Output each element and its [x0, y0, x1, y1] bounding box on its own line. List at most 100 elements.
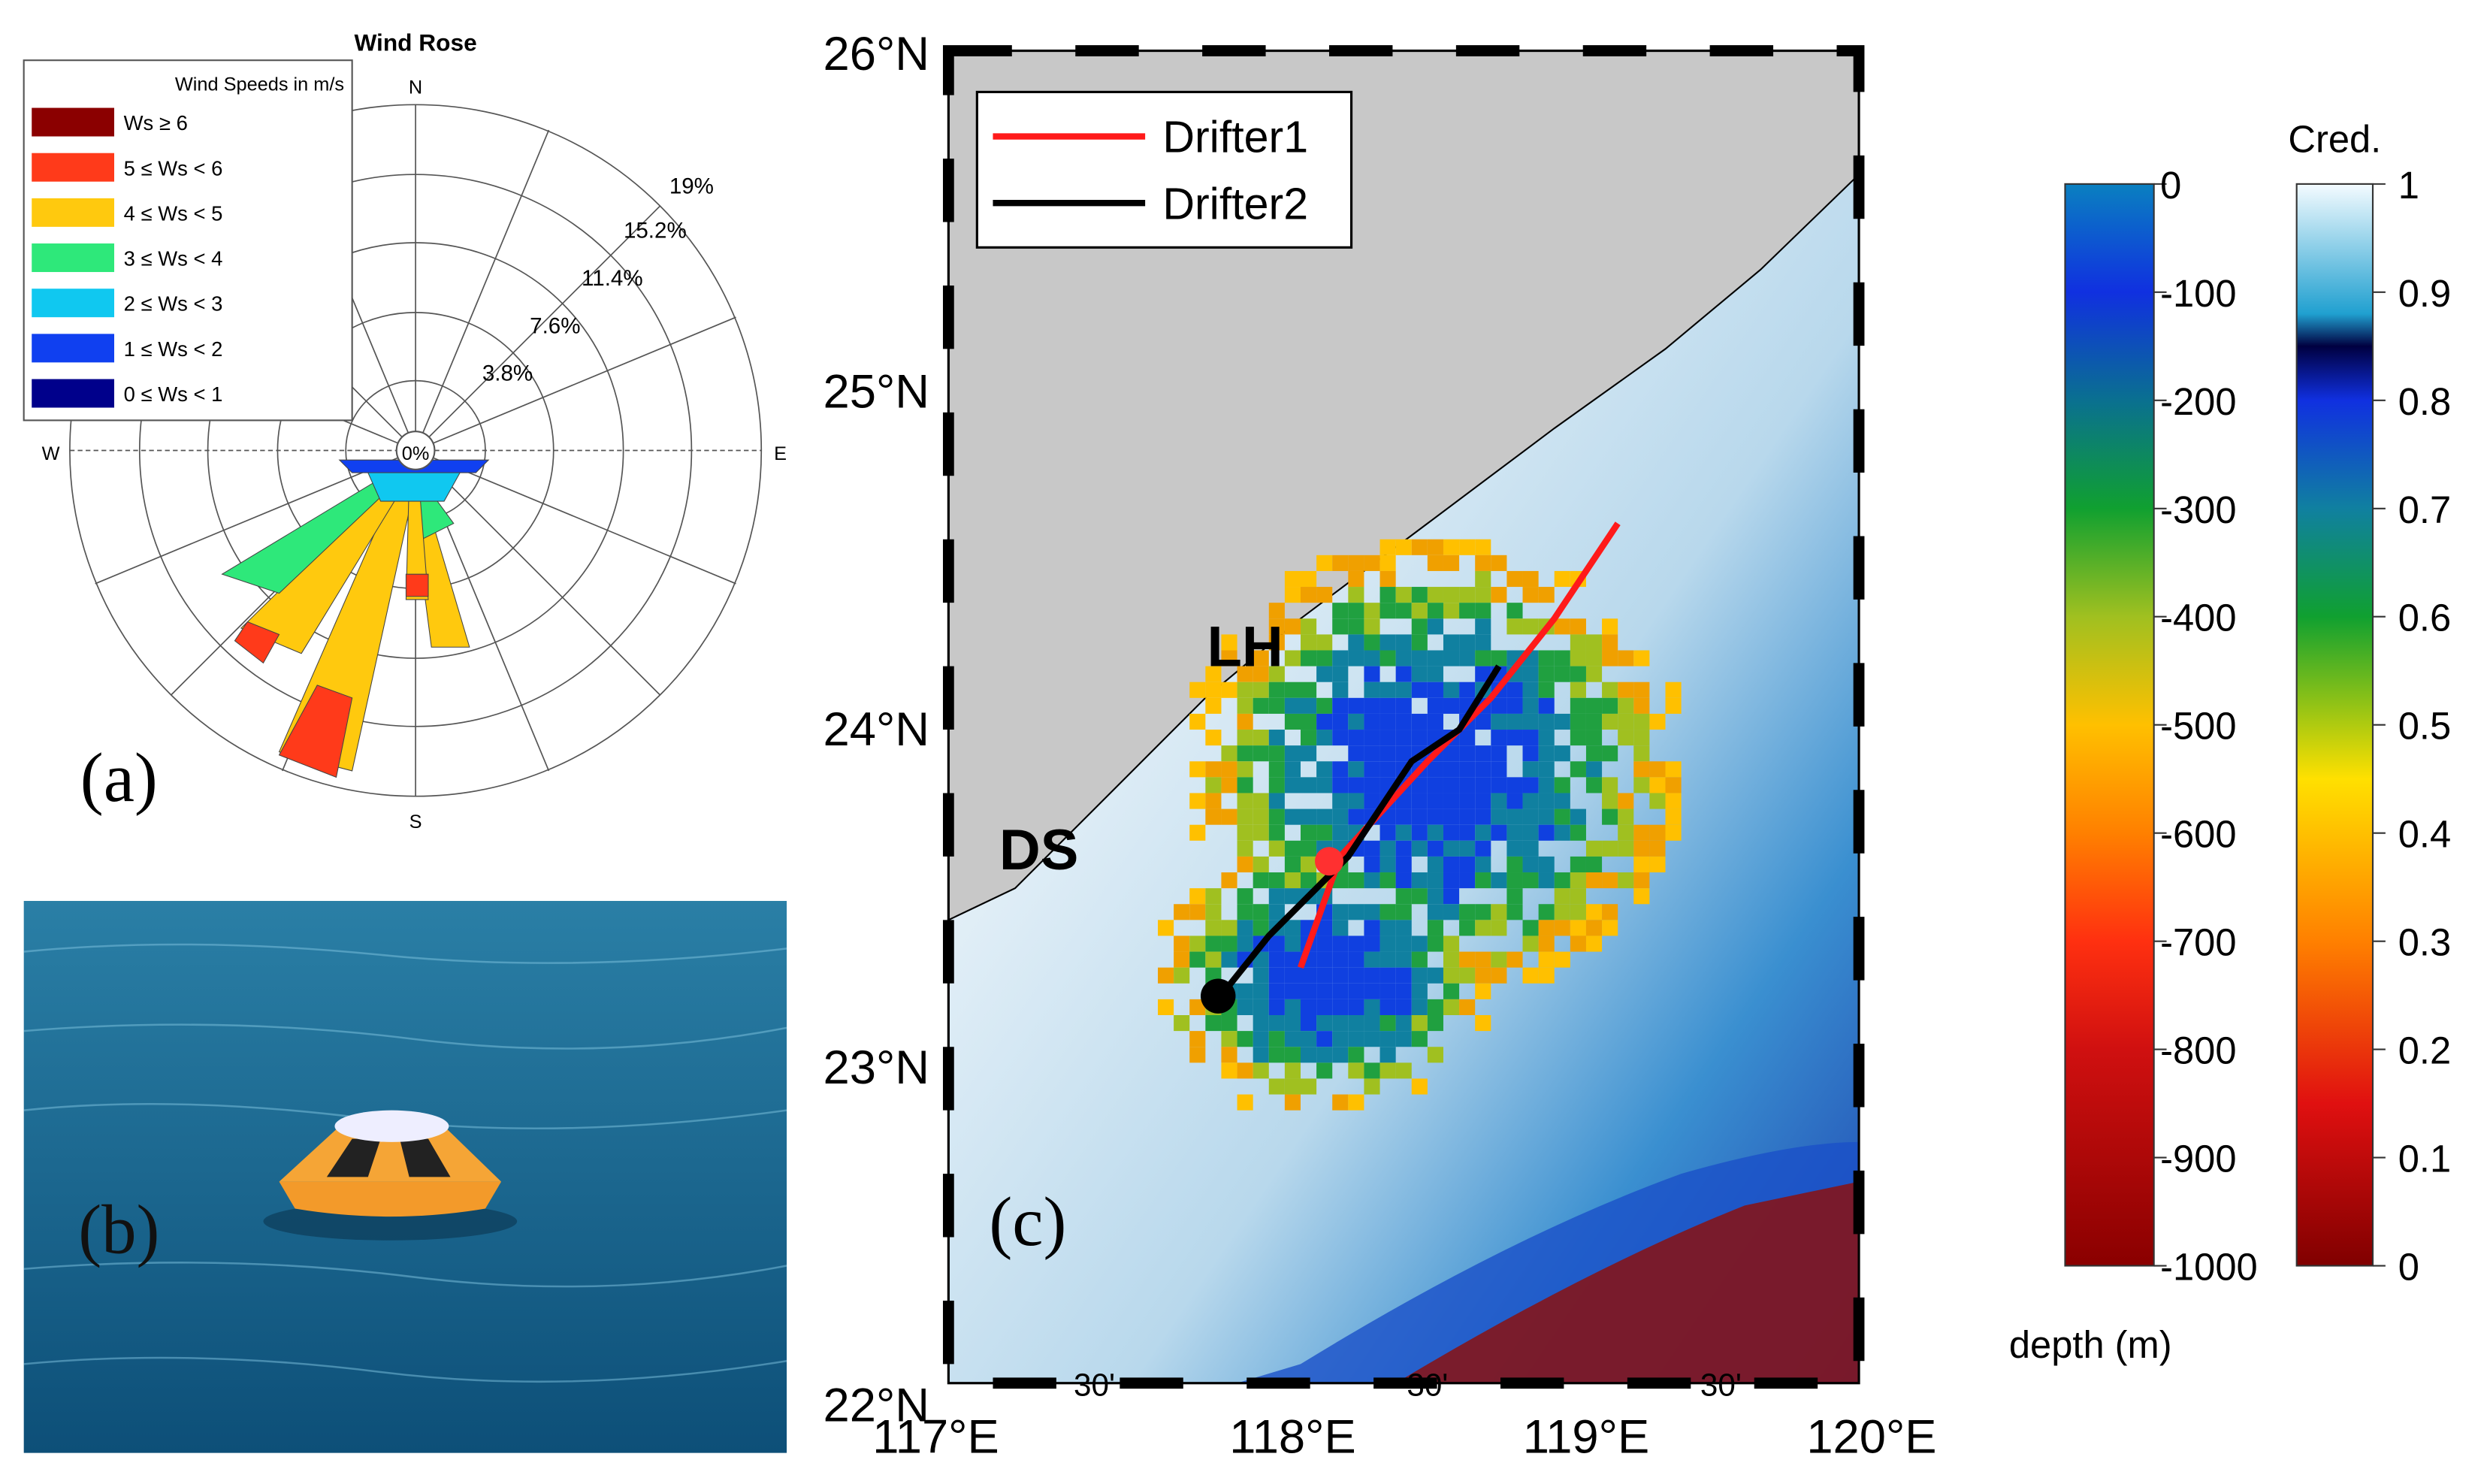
cred-cell [1491, 761, 1507, 778]
cred-cell [1459, 951, 1476, 968]
cred-cell [1284, 618, 1301, 635]
cred-cell [1665, 793, 1682, 809]
cred-cell [1379, 999, 1396, 1016]
cred-cell [1475, 808, 1491, 825]
cred-cell [1189, 682, 1206, 698]
cred-cell [1506, 713, 1523, 730]
cred-cell [1253, 1047, 1269, 1063]
cred-cell [1522, 967, 1539, 984]
cred-cell [1411, 793, 1428, 809]
cred-cell [1633, 697, 1650, 714]
cred-cell [1491, 713, 1507, 730]
cred-cell [1633, 777, 1650, 793]
cred-cell [1364, 666, 1380, 682]
cred-cell [1585, 840, 1603, 857]
lat-label: 24°N [823, 703, 929, 756]
cred-cell [1506, 618, 1523, 635]
cred-cell [1174, 904, 1190, 920]
rose-center-label: 0% [402, 443, 430, 464]
cred-cell [1379, 856, 1396, 873]
cred-cell [1189, 824, 1206, 841]
panel-c: (c) [989, 1183, 1066, 1261]
cred-cell [1443, 761, 1460, 778]
cred-cell [1205, 1015, 1222, 1032]
cred-cell [1602, 650, 1618, 666]
cred-cell [1379, 904, 1396, 920]
cred-cell [1316, 920, 1333, 936]
cred-cell [1300, 967, 1317, 984]
cred-cell [1633, 856, 1650, 873]
cred-cell [1649, 713, 1666, 730]
cred-cell [1268, 682, 1285, 698]
cred-cell [1475, 824, 1491, 841]
cred-cell [1554, 777, 1570, 793]
cred-cell [1427, 761, 1443, 778]
cred-cell [1538, 856, 1555, 873]
cred-cell [1443, 587, 1460, 603]
cred-cell [1395, 824, 1412, 841]
cred-cell [1253, 920, 1269, 936]
colorbar-tick-label: -900 [2160, 1138, 2236, 1180]
cred-cell [1237, 777, 1253, 793]
cred-cell [1237, 1062, 1253, 1079]
cred-cell [1491, 808, 1507, 825]
cred-cell [1379, 872, 1396, 889]
cred-cell [1253, 1062, 1269, 1079]
cred-cell [1427, 1047, 1443, 1063]
cred-cell [1237, 983, 1253, 999]
cred-cell [1443, 697, 1460, 714]
cred-cell [1459, 920, 1476, 936]
cred-cell [1585, 777, 1603, 793]
cred-cell [1427, 856, 1443, 873]
cred-cell [1189, 793, 1206, 809]
cred-cell [1395, 920, 1412, 936]
cred-cell [1538, 713, 1555, 730]
cred-cell [1570, 682, 1586, 698]
cred-cell [1364, 777, 1380, 793]
cred-cell [1649, 793, 1666, 809]
cred-cell [1379, 539, 1396, 555]
cred-cell [1395, 872, 1412, 889]
cred-cell [1585, 713, 1603, 730]
cred-cell [1395, 666, 1412, 682]
colorbar-tick-label: 0.3 [2398, 921, 2451, 964]
cred-cell [1268, 618, 1285, 635]
cred-cell [1459, 603, 1476, 619]
cred-cell [1427, 872, 1443, 889]
cred-cell [1411, 730, 1428, 746]
cred-cell [1459, 539, 1476, 555]
cred-cell [1253, 824, 1269, 841]
cred-cell [1506, 904, 1523, 920]
cred-cell [1189, 999, 1206, 1016]
cred-cell [1506, 840, 1523, 857]
cred-cell [1443, 793, 1460, 809]
cred-cell [1332, 555, 1349, 571]
cred-cell [1284, 777, 1301, 793]
cred-cell [1205, 730, 1222, 746]
cred-cell [1348, 1094, 1364, 1111]
cred-cell [1284, 983, 1301, 999]
cred-cell [1348, 1015, 1364, 1032]
cred-cell [1522, 570, 1539, 588]
cred-cell [1538, 777, 1555, 793]
cred-cell [1316, 555, 1333, 571]
cred-cell [1427, 920, 1443, 936]
cred-cell [1205, 920, 1222, 936]
cred-cell [1491, 697, 1507, 714]
cred-cell [1443, 808, 1460, 825]
cred-cell [1618, 713, 1634, 730]
cred-cell [1585, 730, 1603, 746]
cred-cell [1395, 634, 1412, 651]
cred-cell [1395, 951, 1412, 968]
cred-cell [1379, 824, 1396, 841]
cred-cell [1379, 745, 1396, 762]
cred-cell [1379, 570, 1396, 588]
cred-cell [1427, 793, 1443, 809]
legend-label: 5 ≤ Ws < 6 [124, 156, 223, 180]
cred-cell [1237, 999, 1253, 1016]
cred-cell [1364, 1031, 1380, 1047]
cred-cell [1618, 793, 1634, 809]
cred-cell [1253, 730, 1269, 746]
cred-cell [1649, 777, 1666, 793]
cred-cell [1332, 808, 1349, 825]
